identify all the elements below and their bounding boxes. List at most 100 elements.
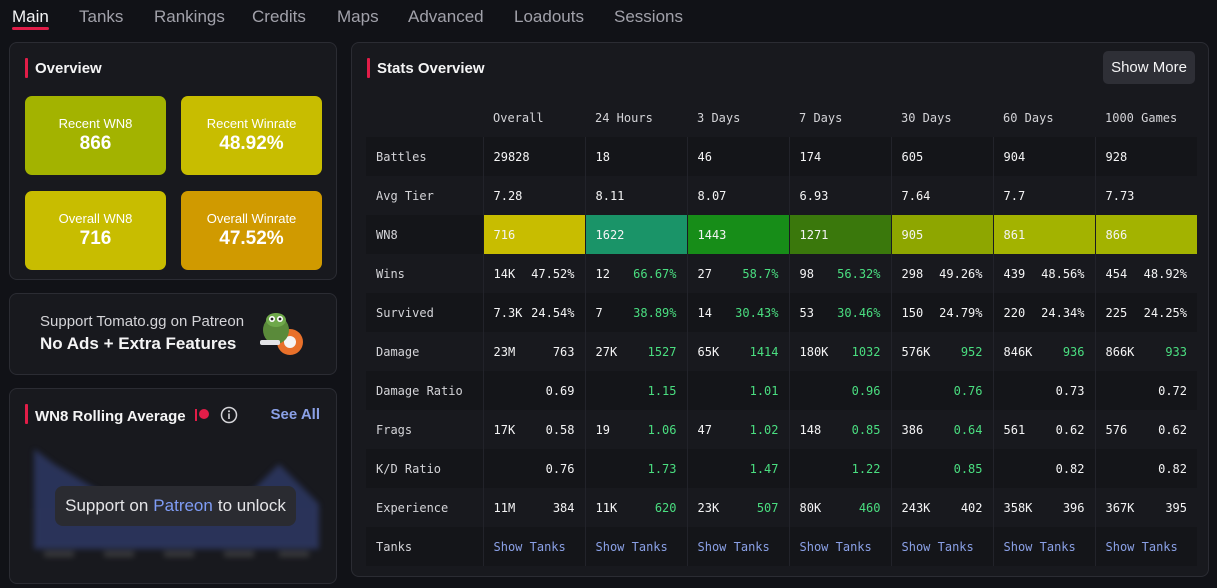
table-cell: 46 <box>686 137 789 176</box>
table-cell: 180K 1032 <box>788 332 891 371</box>
cell-value: 24.79% <box>939 305 983 320</box>
table-row: Experience 11M 384 11K 620 23K 507 80K 460 243K 40… <box>366 488 1197 527</box>
cell-count: 23K <box>697 500 720 515</box>
see-all-link[interactable]: See All <box>270 406 320 423</box>
show-tanks-link[interactable]: Show Tanks <box>697 539 770 554</box>
cell-count: 27K <box>595 344 618 359</box>
table-row: Damage 23M 763 27K 1527 65K 1414 180K 1032 576K 95… <box>366 332 1197 371</box>
table-cell: 243K 402 <box>890 488 993 527</box>
cell-pair: 561 0.62 <box>1004 423 1085 437</box>
tab-rankings[interactable]: Rankings <box>154 7 225 26</box>
cell-pair: 12 66.67% <box>596 267 677 281</box>
cell-pair: 846K 936 <box>1004 345 1085 359</box>
main-tab-bar: Main Tanks Rankings Credits Maps Advance… <box>0 0 1217 34</box>
cell-value: 460 <box>858 500 881 515</box>
table-cell: 98 56.32% <box>788 254 891 293</box>
table-cell: 1.22 <box>788 449 891 488</box>
cell-value: 0.73 <box>1055 383 1085 398</box>
tab-credits[interactable]: Credits <box>252 7 306 26</box>
cell-value: 1.01 <box>749 383 779 398</box>
cell-pair: 0.96 <box>800 384 881 398</box>
stats-table-body: Battles 29828 18 46 174 605 904 928 Avg Tier 7.28… <box>366 137 1197 566</box>
table-cell: 605 <box>890 137 993 176</box>
table-cell: 0.76 <box>482 449 585 488</box>
cell-count: 80K <box>799 500 822 515</box>
table-cell: 6.93 <box>788 176 891 215</box>
table-row: K/D Ratio 0.76 1.73 1.47 1.22 0.85 0.82 0.82 <box>366 449 1197 488</box>
table-cell: 298 49.26% <box>890 254 993 293</box>
info-icon[interactable] <box>220 406 238 424</box>
active-tab-indicator <box>12 27 49 30</box>
cell-pair: 180K 1032 <box>800 345 881 359</box>
cell-value: 402 <box>960 500 983 515</box>
cell-count: 576 <box>1105 422 1128 437</box>
cell-pair: 0.82 <box>1004 462 1085 476</box>
show-tanks-link[interactable]: Show Tanks <box>1105 539 1178 554</box>
table-cell: 27 58.7% <box>686 254 789 293</box>
tile-value: 47.52% <box>219 228 284 249</box>
cell-pair: 150 24.79% <box>902 306 983 320</box>
cell-count: 12 <box>595 266 610 281</box>
show-tanks-link[interactable]: Show Tanks <box>595 539 668 554</box>
cell-count: 367K <box>1105 500 1135 515</box>
cell-pair: 1.22 <box>800 462 881 476</box>
row-label: WN8 <box>366 215 483 254</box>
table-cell: 386 0.64 <box>890 410 993 449</box>
tab-sessions[interactable]: Sessions <box>614 7 683 26</box>
cell-count: 298 <box>901 266 924 281</box>
row-label: Wins <box>376 266 405 281</box>
show-tanks-link[interactable]: Show Tanks <box>799 539 872 554</box>
table-cell: 1.73 <box>584 449 687 488</box>
table-cell: 861 <box>992 215 1095 254</box>
wn8-rolling-title: WN8 Rolling Average <box>25 404 238 425</box>
unlock-prefix: Support on <box>65 496 149 515</box>
wn8-rolling-title-text: WN8 Rolling Average <box>35 408 186 425</box>
table-cell: 905 <box>890 215 993 254</box>
patreon-link[interactable]: Patreon <box>153 496 213 515</box>
tab-maps[interactable]: Maps <box>337 7 379 26</box>
table-cell: 11K 620 <box>584 488 687 527</box>
cell-value: 1.73 <box>647 461 677 476</box>
stats-overview-card: Stats Overview Show More Overall 24 Hour… <box>351 42 1209 577</box>
tab-tanks[interactable]: Tanks <box>79 7 124 26</box>
cell-value: 395 <box>1165 500 1187 515</box>
tab-advanced[interactable]: Advanced <box>408 7 484 26</box>
cell-pair: 0.76 <box>902 384 983 398</box>
show-tanks-link[interactable]: Show Tanks <box>1003 539 1076 554</box>
cell-count: 148 <box>799 422 822 437</box>
table-cell: Show Tanks <box>890 527 993 566</box>
col-header-3d: 3 Days <box>697 110 741 125</box>
table-cell: 1622 <box>584 215 687 254</box>
cell-value: 0.85 <box>953 461 983 476</box>
tab-main[interactable]: Main <box>12 7 49 26</box>
recent-winrate-tile: Recent Winrate 48.92% <box>181 96 322 175</box>
tile-label: Overall Winrate <box>206 211 297 226</box>
tab-loadouts[interactable]: Loadouts <box>514 7 584 26</box>
tile-label: Recent Winrate <box>206 116 297 131</box>
table-cell: 576K 952 <box>890 332 993 371</box>
show-tanks-link[interactable]: Show Tanks <box>901 539 974 554</box>
table-row: Battles 29828 18 46 174 605 904 928 <box>366 137 1197 176</box>
cell-value: 1.22 <box>851 461 881 476</box>
table-cell: Show Tanks <box>584 527 687 566</box>
show-more-button[interactable]: Show More <box>1103 51 1195 84</box>
cell-value: 0.69 <box>545 383 575 398</box>
cell-count: 47 <box>697 422 712 437</box>
patreon-features-text: No Ads + Extra Features <box>40 334 237 353</box>
table-cell: 7.64 <box>890 176 993 215</box>
tile-label: Overall WN8 <box>58 211 133 226</box>
table-cell: 866K 933 <box>1094 332 1197 371</box>
cell-count: 11M <box>493 500 516 515</box>
patreon-promo-card[interactable]: Support Tomato.gg on Patreon No Ads + Ex… <box>9 293 337 375</box>
show-tanks-link[interactable]: Show Tanks <box>493 539 566 554</box>
cell-value: 24.54% <box>531 305 575 320</box>
cell-pair: 576K 952 <box>902 345 983 359</box>
cell-value: 0.62 <box>1158 422 1187 437</box>
cell-pair: 0.76 <box>494 462 575 476</box>
cell-value: 936 <box>1062 344 1085 359</box>
overview-card: Overview Recent WN8 866 Recent Winrate 4… <box>9 42 337 280</box>
table-cell: 866 <box>1094 215 1197 254</box>
table-cell: 23K 507 <box>686 488 789 527</box>
table-cell: 0.72 <box>1094 371 1197 410</box>
cell-pair: 80K 460 <box>800 501 881 515</box>
